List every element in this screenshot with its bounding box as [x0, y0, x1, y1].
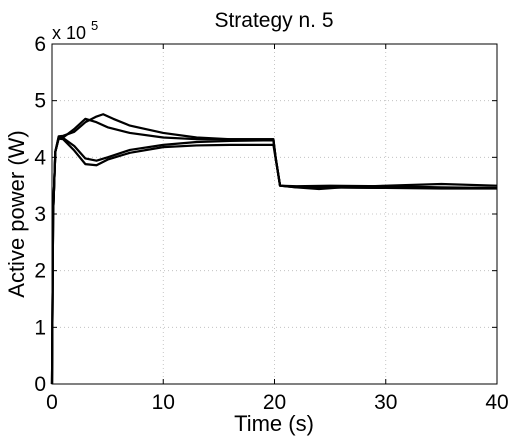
- x-tick-label: 0: [46, 391, 58, 414]
- y-tick-label: 5: [34, 90, 46, 113]
- y-axis-multiplier: x 10 5: [52, 18, 98, 43]
- axis-ticks: 0 10 20 30 40 0 1 2 3 4 5 6: [34, 33, 508, 414]
- grid: [52, 44, 497, 384]
- y-axis-multiplier-base: x 10: [52, 23, 86, 43]
- x-axis-label: Time (s): [234, 411, 314, 436]
- y-axis-multiplier-exponent: 5: [91, 18, 98, 33]
- chart-title: Strategy n. 5: [214, 9, 333, 32]
- x-tick-label: 30: [374, 391, 397, 414]
- x-tick-label: 20: [263, 391, 286, 414]
- y-tick-label: 4: [34, 146, 46, 169]
- y-tick-label: 6: [34, 33, 46, 56]
- series-layer: [50, 113, 498, 385]
- series-line-4: [50, 137, 497, 385]
- y-axis-label: Active power (W): [4, 130, 29, 297]
- y-tick-label: 2: [34, 260, 46, 283]
- y-tick-label: 3: [34, 203, 46, 226]
- x-tick-label: 40: [485, 391, 508, 414]
- y-tick-label: 0: [34, 373, 46, 396]
- y-tick-label: 1: [34, 316, 46, 339]
- x-tick-label: 10: [152, 391, 175, 414]
